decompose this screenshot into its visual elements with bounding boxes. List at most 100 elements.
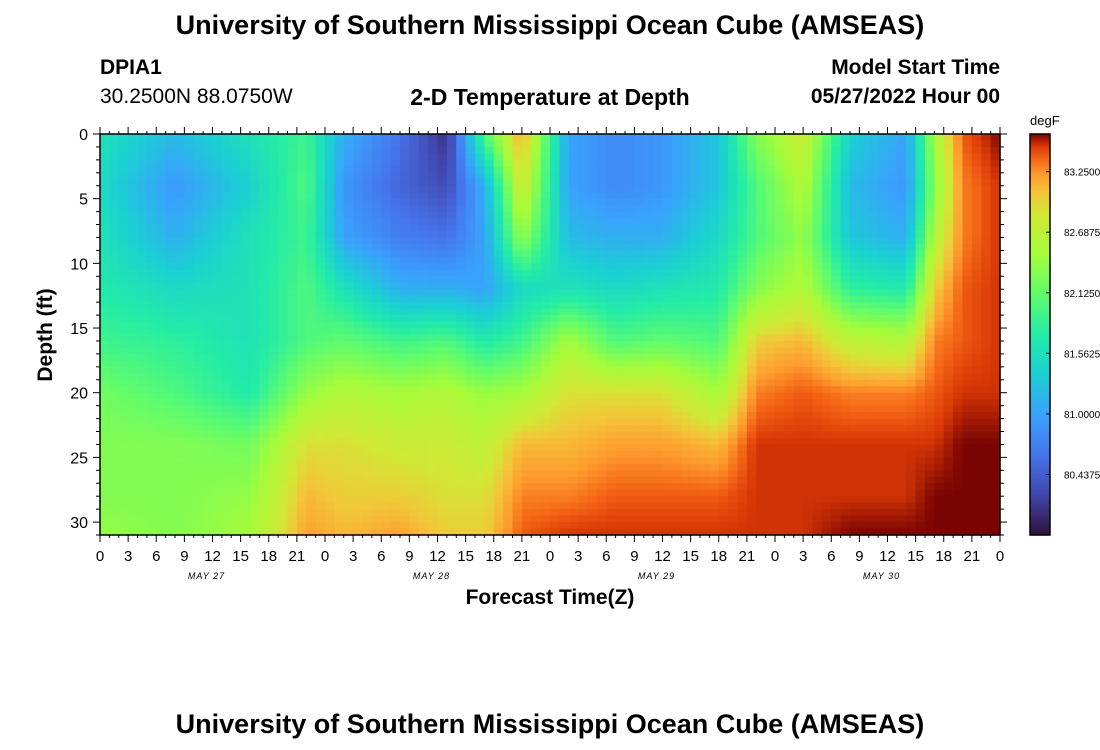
heatmap-cell: [840, 205, 851, 213]
heatmap-cell: [306, 353, 317, 361]
heatmap-cell: [756, 146, 767, 155]
heatmap-cell: [353, 328, 364, 336]
heatmap-cell: [465, 515, 476, 523]
heatmap-cell: [409, 386, 420, 394]
heatmap-cell: [737, 347, 748, 355]
heatmap-cell: [493, 224, 504, 232]
heatmap-cell: [550, 386, 560, 394]
heatmap-cell: [371, 302, 382, 310]
heatmap-cell: [728, 315, 739, 323]
heatmap-cell: [559, 489, 570, 497]
heatmap-cell: [146, 198, 157, 206]
heatmap-cell: [831, 179, 842, 187]
heatmap-cell: [793, 437, 804, 446]
heatmap-cell: [521, 483, 532, 491]
heatmap-cell: [793, 392, 804, 400]
heatmap-cell: [446, 405, 457, 413]
heatmap-cell: [456, 179, 467, 187]
heatmap-cell: [240, 243, 251, 252]
heatmap-cell: [587, 302, 598, 310]
heatmap-cell: [296, 321, 307, 329]
heatmap-cell: [175, 463, 185, 471]
heatmap-cell: [615, 515, 626, 523]
heatmap-cell: [428, 315, 439, 323]
heatmap-cell: [353, 263, 364, 271]
heatmap-cell: [831, 334, 842, 342]
heatmap-cell: [718, 379, 729, 387]
heatmap-cell: [240, 315, 251, 323]
heatmap-cell: [109, 231, 120, 239]
heatmap-cell: [409, 444, 420, 452]
heatmap-cell: [456, 457, 467, 465]
heatmap-cell: [540, 470, 551, 478]
heatmap-cell: [100, 489, 110, 497]
heatmap-cell: [606, 179, 617, 187]
heatmap-cell: [850, 211, 860, 219]
heatmap-cell: [756, 515, 767, 523]
heatmap-cell: [521, 476, 532, 484]
heatmap-cell: [146, 515, 157, 523]
heatmap-cell: [184, 360, 195, 368]
heatmap-cell: [221, 282, 232, 290]
heatmap-cell: [578, 373, 589, 381]
heatmap-cell: [709, 347, 720, 355]
heatmap-cell: [475, 489, 485, 497]
heatmap-cell: [128, 347, 139, 355]
heatmap-cell: [690, 237, 701, 245]
heatmap-cell: [737, 360, 748, 368]
heatmap-cell: [756, 489, 767, 497]
heatmap-cell: [559, 405, 570, 413]
heatmap-cell: [812, 360, 823, 368]
heatmap-cell: [559, 450, 570, 458]
heatmap-cell: [765, 185, 776, 193]
heatmap-cell: [578, 243, 589, 252]
heatmap-cell: [737, 256, 748, 264]
heatmap-cell: [343, 282, 354, 290]
heatmap-cell: [568, 515, 579, 523]
heatmap-cell: [100, 353, 110, 361]
heatmap-cell: [118, 198, 129, 206]
heatmap-cell: [568, 172, 579, 180]
heatmap-cell: [390, 211, 401, 219]
heatmap-cell: [484, 205, 495, 213]
heatmap-cell: [737, 153, 748, 161]
heatmap-cell: [587, 502, 598, 510]
heatmap-cell: [475, 153, 485, 161]
heatmap-cell: [615, 166, 626, 174]
heatmap-cell: [306, 153, 317, 161]
heatmap-cell: [746, 256, 757, 264]
heatmap-cell: [456, 418, 467, 426]
heatmap-cell: [325, 276, 335, 284]
heatmap-cell: [146, 470, 157, 478]
heatmap-cell: [400, 211, 410, 219]
heatmap-cell: [446, 418, 457, 426]
heatmap-cell: [184, 463, 195, 471]
heatmap-cell: [484, 308, 495, 316]
heatmap-cell: [128, 457, 139, 465]
heatmap-cell: [465, 237, 476, 245]
heatmap-cell: [437, 476, 448, 484]
heatmap-cell: [812, 496, 823, 504]
heatmap-cell: [315, 172, 326, 180]
heatmap-cell: [850, 134, 860, 142]
heatmap-cell: [775, 483, 785, 491]
heatmap-cell: [362, 179, 373, 187]
heatmap-cell: [568, 153, 579, 161]
heatmap-cell: [146, 334, 157, 342]
heatmap-cell: [268, 353, 279, 361]
heatmap-cell: [671, 509, 682, 517]
heatmap-cell: [634, 282, 645, 290]
heatmap-cell: [784, 489, 795, 497]
heatmap-cell: [793, 463, 804, 471]
heatmap-cell: [362, 159, 373, 167]
heatmap-cell: [812, 470, 823, 478]
heatmap-cell: [315, 399, 326, 407]
heatmap-cell: [353, 340, 364, 349]
heatmap-cell: [615, 405, 626, 413]
heatmap-cell: [437, 192, 448, 200]
heatmap-cell: [550, 166, 560, 174]
heatmap-cell: [765, 134, 776, 142]
heatmap-cell: [306, 515, 317, 523]
heatmap-cell: [521, 502, 532, 510]
heatmap-cell: [559, 302, 570, 310]
